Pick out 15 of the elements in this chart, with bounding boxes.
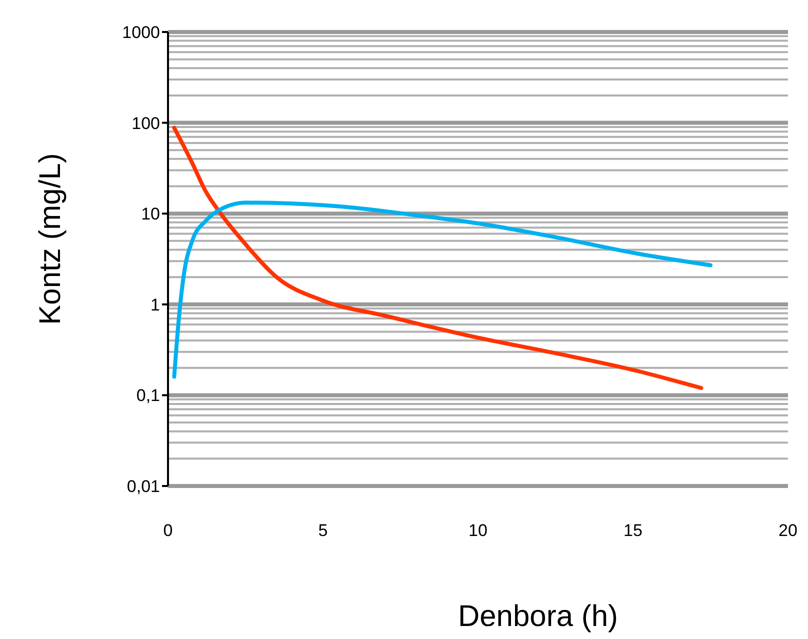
y-tick-label: 0,01: [126, 476, 160, 496]
x-tick-label: 20: [778, 521, 798, 540]
x-tick-label: 15: [624, 521, 642, 540]
y-axis-title: Kontz (mg/L): [34, 153, 67, 325]
y-tick-label: 1000: [122, 22, 160, 42]
line-series: [172, 200, 712, 379]
x-tick-label: 5: [318, 521, 328, 540]
x-tick-label: 10: [468, 521, 488, 540]
x-axis-title: Denbora (h): [458, 600, 618, 633]
y-tick-label: 0,1: [136, 386, 160, 406]
line-series: [172, 126, 704, 390]
y-tick-label: 10: [141, 204, 160, 224]
y-tick-label: 1: [150, 295, 160, 314]
y-tick-label: 100: [132, 114, 160, 133]
x-tick-label: 0: [163, 521, 173, 540]
